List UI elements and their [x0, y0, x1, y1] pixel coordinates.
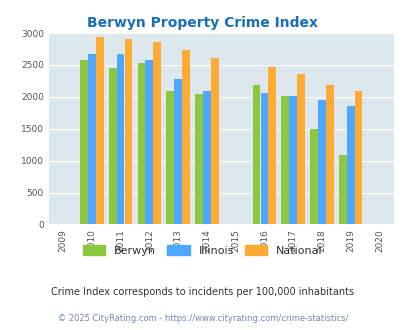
Bar — [153, 42, 161, 224]
Bar — [252, 85, 260, 224]
Text: Crime Index corresponds to incidents per 100,000 inhabitants: Crime Index corresponds to incidents per… — [51, 287, 354, 297]
Bar — [317, 100, 325, 224]
Bar — [296, 74, 304, 224]
Bar — [195, 94, 202, 224]
Bar — [174, 79, 181, 224]
Bar — [338, 155, 346, 224]
Bar — [96, 38, 103, 224]
Bar — [182, 50, 190, 224]
Bar — [325, 85, 333, 224]
Bar — [346, 106, 354, 224]
Bar — [137, 63, 145, 224]
Bar — [289, 96, 296, 224]
Bar — [354, 91, 362, 224]
Bar — [309, 129, 317, 224]
Bar — [109, 68, 116, 224]
Bar — [202, 91, 210, 224]
Bar — [166, 91, 174, 224]
Bar — [117, 54, 124, 224]
Bar — [268, 67, 275, 224]
Text: Berwyn Property Crime Index: Berwyn Property Crime Index — [87, 16, 318, 30]
Bar — [281, 96, 288, 224]
Bar — [211, 58, 218, 224]
Bar — [260, 93, 268, 224]
Text: © 2025 CityRating.com - https://www.cityrating.com/crime-statistics/: © 2025 CityRating.com - https://www.city… — [58, 314, 347, 323]
Bar — [145, 60, 153, 224]
Bar — [88, 54, 96, 224]
Bar — [124, 39, 132, 224]
Bar — [80, 60, 87, 224]
Legend: Berwyn, Illinois, National: Berwyn, Illinois, National — [79, 240, 326, 260]
